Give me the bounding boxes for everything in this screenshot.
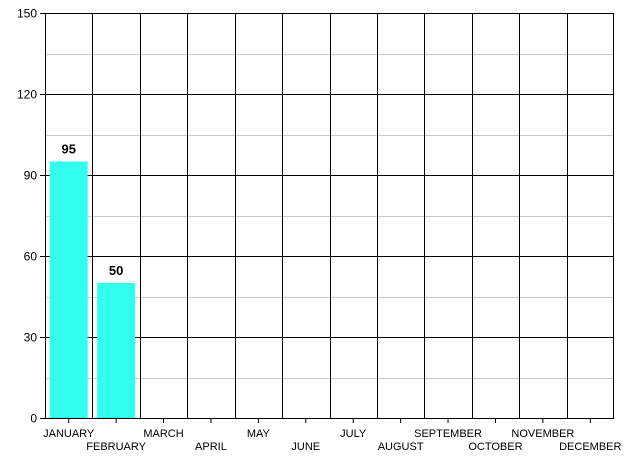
x-tick-label-august: AUGUST <box>378 441 424 453</box>
data-labels: 95 50 <box>61 142 123 279</box>
y-tick-label: 120 <box>17 88 37 102</box>
y-tick-label: 60 <box>24 250 38 264</box>
data-label-january: 95 <box>61 142 75 157</box>
x-tick-label-december: DECEMBER <box>559 441 621 453</box>
y-tick-label: 0 <box>30 412 37 426</box>
x-tick-label-july: JULY <box>340 428 367 440</box>
x-tick-label-april: APRIL <box>195 441 227 453</box>
bar-january <box>49 161 88 418</box>
y-tick-label: 30 <box>24 331 38 345</box>
bar-february <box>97 283 136 418</box>
y-tick-label: 90 <box>24 169 38 183</box>
x-tick-label-january: JANUARY <box>43 428 95 440</box>
bars <box>49 161 136 418</box>
x-tick-label-february: FEBRUARY <box>86 441 146 453</box>
axes <box>40 13 614 423</box>
x-tick-label-september: SEPTEMBER <box>414 428 482 440</box>
y-tick-label: 150 <box>17 7 37 21</box>
x-tick-label-june: JUNE <box>291 441 320 453</box>
data-label-february: 50 <box>109 263 123 278</box>
y-tick-labels: 0 30 60 90 120 150 <box>17 7 37 426</box>
x-tick-label-march: MARCH <box>143 428 183 440</box>
x-tick-label-october: OCTOBER <box>468 441 522 453</box>
plot-frame <box>45 13 614 419</box>
x-tick-label-november: NOVEMBER <box>511 428 574 440</box>
x-tick-label-may: MAY <box>247 428 271 440</box>
